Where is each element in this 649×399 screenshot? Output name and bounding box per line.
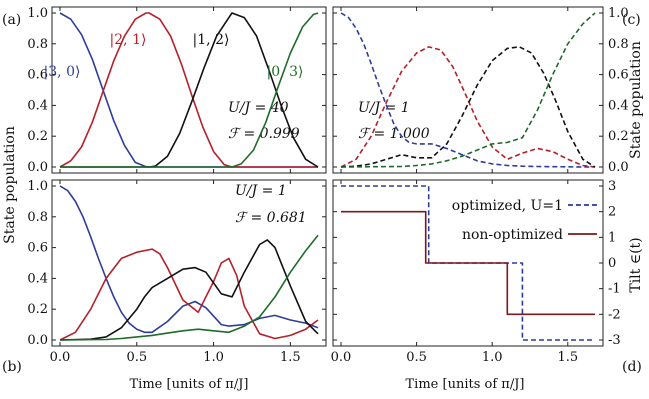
legend-label: non-optimized: [462, 227, 563, 243]
series-line: [60, 12, 319, 168]
y-tick-label: 1: [608, 230, 616, 245]
y-tick-label: 0.6: [608, 68, 629, 83]
panel-c-fidelity: ℱ = 1.000: [358, 126, 430, 142]
x-tick-label: 1.0: [482, 350, 503, 365]
x-tick-label: 0.5: [126, 350, 147, 365]
y-tick-label: 0.8: [608, 37, 629, 52]
series-line: [59, 239, 319, 341]
y-tick-label: 0: [608, 256, 616, 271]
series-state-label: |2, 1⟩: [110, 32, 147, 48]
series-line: [59, 12, 318, 168]
y-tick-label: 3: [608, 179, 616, 194]
plot-frame: [51, 6, 327, 174]
y-tick-label: 0.0: [27, 333, 48, 348]
panel-d: (d) Time [units of π/J] Tilt ∈(t) 3 2 1 0 -1…: [331, 179, 644, 392]
series-line: [59, 185, 319, 334]
series-line: [60, 12, 319, 168]
y-tick-label: 2: [608, 205, 616, 220]
y-tick-label: 0.8: [27, 210, 48, 225]
x-tick-label: 1.5: [280, 350, 301, 365]
shared-y-axis-label: State population: [2, 126, 18, 244]
series-state-label: |3, 0⟩: [44, 64, 81, 80]
y-tick-label: -1: [608, 282, 621, 297]
panel-c-tag: (c): [622, 12, 641, 28]
x-tick-label: 0.0: [50, 350, 71, 365]
panel-b-fidelity: ℱ = 0.681: [235, 210, 307, 226]
x-tick-label: 1.5: [557, 350, 578, 365]
panel-d-x-axis-label: Time [units of π/J]: [406, 377, 525, 392]
panel-c: (c) U/J = 1 ℱ = 1.000 State population 0…: [332, 6, 644, 175]
series-state-label: |1, 2⟩: [193, 32, 230, 48]
y-tick-label: 0.6: [27, 68, 48, 83]
legend-label: optimized, U=1: [452, 198, 563, 214]
y-tick-label: 0.6: [27, 241, 48, 256]
plot-frame: [332, 6, 604, 174]
series-line: [340, 12, 596, 168]
series-line: [59, 234, 319, 341]
plot-frame: [51, 179, 327, 347]
panel-b-tag: (b): [2, 359, 22, 375]
y-tick-label: 0.4: [608, 98, 629, 113]
panel-a-tag: (a): [2, 12, 21, 28]
x-tick-label: 0.0: [331, 350, 352, 365]
x-tick-label: 0.5: [406, 350, 427, 365]
series-line: [59, 12, 318, 168]
y-tick-label: 0.2: [27, 302, 48, 317]
panel-d-y-axis-label: Tilt ∈(t): [628, 237, 644, 292]
y-tick-label: 1.0: [27, 6, 48, 21]
panel-d-tag: (d): [622, 359, 642, 375]
panel-a-param: U/J = 40: [228, 100, 289, 116]
y-tick-label: -2: [608, 307, 621, 322]
y-tick-label: 1.0: [608, 6, 629, 21]
y-tick-label: -3: [608, 333, 621, 348]
series-line: [59, 248, 319, 341]
y-tick-label: 0.4: [27, 271, 48, 286]
panel-b: (b) U/J = 1 ℱ = 0.681 Time [units of π/J…: [2, 179, 327, 392]
y-tick-label: 0.2: [27, 129, 48, 144]
y-tick-label: 0.0: [608, 160, 629, 175]
series-line: [340, 46, 596, 168]
series-state-label: |0, 3⟩: [267, 64, 304, 80]
y-tick-label: 0.8: [27, 37, 48, 52]
y-tick-label: 1.0: [27, 179, 48, 194]
y-tick-label: 0.2: [608, 129, 629, 144]
y-tick-label: 0.4: [27, 98, 48, 113]
series-line: [340, 12, 595, 168]
y-tick-label: 0.0: [27, 160, 48, 175]
panel-a: (a) U/J = 40 ℱ = 0.999 0.0 0.2 0.4 0.6 0.8 1.…: [2, 6, 327, 175]
series-line: [341, 210, 595, 316]
panel-b-param: U/J = 1: [235, 183, 287, 199]
x-tick-label: 1.0: [203, 350, 224, 365]
panel-c-y-axis-label: State population: [628, 41, 644, 159]
panel-b-x-axis-label: Time [units of π/J]: [130, 377, 249, 392]
series-line: [340, 46, 596, 168]
panel-a-fidelity: ℱ = 0.999: [228, 126, 300, 142]
